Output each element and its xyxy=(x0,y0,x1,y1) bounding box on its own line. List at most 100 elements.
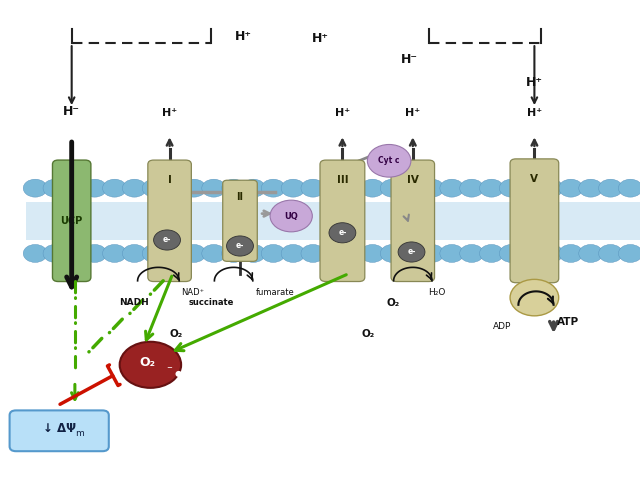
Text: O₂: O₂ xyxy=(362,329,374,339)
Circle shape xyxy=(420,244,444,263)
Circle shape xyxy=(340,179,365,197)
Text: e-: e- xyxy=(236,241,244,251)
Text: e-: e- xyxy=(407,248,416,256)
Circle shape xyxy=(63,244,87,263)
Circle shape xyxy=(227,236,253,256)
Circle shape xyxy=(270,200,312,232)
Text: NAD⁺: NAD⁺ xyxy=(181,288,204,297)
Text: H⁺: H⁺ xyxy=(162,108,177,118)
Text: O₂: O₂ xyxy=(140,356,155,369)
Circle shape xyxy=(202,179,226,197)
Text: succinate: succinate xyxy=(189,298,234,307)
Text: O₂: O₂ xyxy=(170,329,182,339)
Text: ATP: ATP xyxy=(557,317,579,327)
Text: H⁺: H⁺ xyxy=(527,108,542,118)
FancyBboxPatch shape xyxy=(26,202,640,240)
Circle shape xyxy=(380,179,404,197)
Circle shape xyxy=(142,179,166,197)
Text: I: I xyxy=(168,175,172,185)
Circle shape xyxy=(618,244,640,263)
Circle shape xyxy=(559,179,583,197)
Text: ADP: ADP xyxy=(493,322,511,331)
Circle shape xyxy=(499,179,524,197)
Text: H⁺: H⁺ xyxy=(235,29,252,43)
Circle shape xyxy=(499,244,524,263)
Circle shape xyxy=(519,244,543,263)
Text: H⁺: H⁺ xyxy=(405,108,420,118)
Circle shape xyxy=(182,179,206,197)
Circle shape xyxy=(301,244,325,263)
Circle shape xyxy=(241,244,266,263)
Circle shape xyxy=(400,244,424,263)
Circle shape xyxy=(598,179,623,197)
Circle shape xyxy=(360,244,385,263)
Circle shape xyxy=(154,230,180,250)
Text: e-: e- xyxy=(338,228,347,237)
FancyBboxPatch shape xyxy=(10,410,109,451)
Text: Cyt c: Cyt c xyxy=(378,156,400,165)
FancyBboxPatch shape xyxy=(510,159,559,283)
Circle shape xyxy=(202,244,226,263)
FancyBboxPatch shape xyxy=(320,160,365,281)
Circle shape xyxy=(420,179,444,197)
Text: H⁻: H⁻ xyxy=(401,53,418,66)
FancyBboxPatch shape xyxy=(52,160,91,281)
Circle shape xyxy=(83,179,107,197)
Circle shape xyxy=(281,179,305,197)
Circle shape xyxy=(162,244,186,263)
Text: O₂: O₂ xyxy=(387,298,400,308)
Text: III: III xyxy=(337,175,348,185)
Circle shape xyxy=(510,279,559,316)
Circle shape xyxy=(221,244,246,263)
Circle shape xyxy=(122,244,147,263)
Circle shape xyxy=(479,179,504,197)
Circle shape xyxy=(479,244,504,263)
Circle shape xyxy=(102,179,127,197)
FancyBboxPatch shape xyxy=(148,160,191,281)
Circle shape xyxy=(281,244,305,263)
Text: H⁺: H⁺ xyxy=(526,76,543,89)
Circle shape xyxy=(579,179,603,197)
Circle shape xyxy=(400,179,424,197)
Text: H⁺: H⁺ xyxy=(335,108,350,118)
Circle shape xyxy=(162,179,186,197)
Circle shape xyxy=(23,179,47,197)
Text: H⁻: H⁻ xyxy=(63,105,80,118)
Circle shape xyxy=(579,244,603,263)
Circle shape xyxy=(102,244,127,263)
Circle shape xyxy=(618,179,640,197)
Circle shape xyxy=(43,244,67,263)
Text: II: II xyxy=(237,192,243,202)
Circle shape xyxy=(460,244,484,263)
Circle shape xyxy=(329,223,356,243)
Circle shape xyxy=(142,244,166,263)
Circle shape xyxy=(182,244,206,263)
Circle shape xyxy=(221,179,246,197)
Text: e-: e- xyxy=(163,236,172,244)
Circle shape xyxy=(301,179,325,197)
Text: m: m xyxy=(76,429,84,438)
Text: ⁻: ⁻ xyxy=(166,366,172,375)
Circle shape xyxy=(321,244,345,263)
Text: NADH: NADH xyxy=(120,298,149,307)
Circle shape xyxy=(43,179,67,197)
Text: V: V xyxy=(531,174,538,184)
Text: fumarate: fumarate xyxy=(256,288,295,297)
Circle shape xyxy=(122,179,147,197)
Circle shape xyxy=(23,244,47,263)
Circle shape xyxy=(559,244,583,263)
Circle shape xyxy=(519,179,543,197)
Circle shape xyxy=(539,244,563,263)
Circle shape xyxy=(261,244,285,263)
Text: ●: ● xyxy=(174,369,181,378)
Circle shape xyxy=(241,179,266,197)
FancyBboxPatch shape xyxy=(223,180,257,261)
Circle shape xyxy=(367,144,411,177)
FancyBboxPatch shape xyxy=(391,160,435,281)
Circle shape xyxy=(440,244,464,263)
Text: H⁺: H⁺ xyxy=(312,32,328,45)
Text: ↓ ΔΨ: ↓ ΔΨ xyxy=(43,422,76,435)
Circle shape xyxy=(460,179,484,197)
Circle shape xyxy=(340,244,365,263)
Circle shape xyxy=(440,179,464,197)
